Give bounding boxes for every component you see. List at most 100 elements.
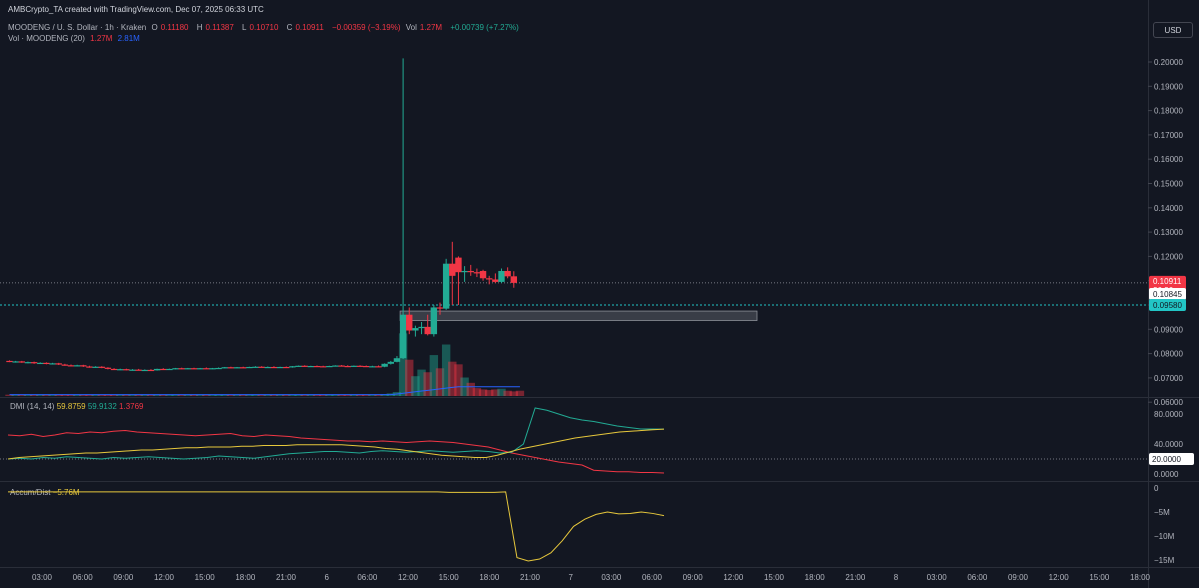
candle-body xyxy=(313,365,321,368)
candle-body xyxy=(406,314,413,331)
time-axis-label: 06:00 xyxy=(642,573,663,582)
candle-body xyxy=(424,326,431,335)
volume-bar xyxy=(103,394,113,396)
candle-body xyxy=(301,365,308,367)
time-axis-label: 15:00 xyxy=(764,573,785,582)
volume-bar xyxy=(300,394,309,396)
volume-bar xyxy=(60,394,70,396)
volume-bar xyxy=(263,394,272,396)
candle-body xyxy=(67,365,75,367)
volume-bar xyxy=(362,394,371,396)
dmi-title[interactable]: DMI (14, 14) xyxy=(10,402,55,411)
last-price-value: 0.10911 xyxy=(1153,277,1182,286)
low-value: 0.10710 xyxy=(249,23,279,32)
volume-ma-value: 2.81M xyxy=(117,34,140,43)
candle-body xyxy=(276,366,284,369)
volume-bar xyxy=(146,394,156,396)
volume-ma-title[interactable]: Vol · MOODENG (20) xyxy=(8,34,85,43)
candle-body xyxy=(455,257,462,273)
price-tick-label: 0.19000 xyxy=(1154,82,1183,91)
volume-bar xyxy=(226,394,236,396)
support-price-tag xyxy=(1149,299,1186,311)
accum-tick-label: −5M xyxy=(1154,508,1170,517)
time-axis-label: 15:00 xyxy=(195,573,216,582)
time-axis-label: 12:00 xyxy=(723,573,744,582)
candle-body xyxy=(221,367,228,369)
volume-bar xyxy=(165,394,174,396)
candle-body xyxy=(110,368,118,371)
volume-bar xyxy=(85,394,94,396)
volume-bar xyxy=(318,394,328,396)
volume-bar xyxy=(29,394,39,396)
volume-bar xyxy=(245,394,254,396)
time-axis-label: 12:00 xyxy=(154,573,175,582)
candle-body xyxy=(418,326,425,329)
candle-body xyxy=(363,365,370,368)
volume-bar xyxy=(331,394,340,396)
dmi-legend[interactable]: DMI (14, 14) 59.8759 59.9132 1.3769 xyxy=(10,402,143,411)
dmi-level-value: 20.0000 xyxy=(1152,455,1181,464)
time-axis-label: 06:00 xyxy=(967,573,988,582)
dmi-adx-line xyxy=(7,428,665,460)
volume-bar xyxy=(515,390,525,396)
volume-value: 1.27M xyxy=(90,34,113,43)
accum-tick-label: −10M xyxy=(1154,532,1175,541)
candle-body xyxy=(233,367,241,369)
volume-bar xyxy=(189,394,199,396)
accum-dist-title[interactable]: Accum/Dist xyxy=(10,488,51,497)
volume-bar xyxy=(220,394,229,396)
volume-bar xyxy=(325,394,334,396)
volume-bar xyxy=(140,394,149,396)
price-tick-label: 0.07000 xyxy=(1154,374,1183,383)
open-value: 0.11180 xyxy=(160,23,189,32)
volume-bar xyxy=(72,394,82,396)
candle-body xyxy=(246,366,253,369)
candle-body xyxy=(369,366,376,368)
dmi-tick-label: 80.0000 xyxy=(1154,410,1183,419)
volume-bar xyxy=(448,361,457,396)
currency-button[interactable]: USD xyxy=(1153,22,1193,38)
volume-bar xyxy=(454,364,463,396)
candle-body xyxy=(498,270,505,282)
volume-bar xyxy=(122,394,131,396)
candle-body xyxy=(295,365,302,367)
candle-body xyxy=(6,360,13,363)
accum-dist-legend[interactable]: Accum/Dist −5.76M xyxy=(10,488,80,497)
volume-bar xyxy=(109,394,119,396)
candle-body xyxy=(184,368,192,370)
candle-body xyxy=(61,364,69,366)
volume-bar xyxy=(343,394,352,396)
price-tick-label: 0.13000 xyxy=(1154,228,1183,237)
vol-change-value: +0.00739 (+7.27%) xyxy=(450,23,519,32)
chart-attribution: AMBCrypto_TA created with TradingView.co… xyxy=(8,5,264,14)
candle-body xyxy=(473,272,481,274)
candle-body xyxy=(307,365,315,368)
open-label: O xyxy=(151,23,158,32)
time-axis-label: 09:00 xyxy=(113,573,134,582)
symbol-legend[interactable]: MOODENG / U. S. Dollar · 1h · Kraken O 0.… xyxy=(8,23,522,32)
volume-legend[interactable]: Vol · MOODENG (20) 1.27M 2.81M xyxy=(8,34,143,43)
change-value: −0.00359 (−3.19%) xyxy=(332,23,401,32)
candle-body xyxy=(486,278,493,280)
volume-bar xyxy=(411,376,420,396)
volume-bar xyxy=(288,394,297,396)
time-axis-label: 21:00 xyxy=(845,573,866,582)
time-axis-label: 09:00 xyxy=(683,573,704,582)
volume-bar xyxy=(251,394,260,396)
candle-body xyxy=(350,365,358,367)
vol-label: Vol xyxy=(405,23,417,32)
symbol-name[interactable]: MOODENG / U. S. Dollar · 1h · Kraken xyxy=(8,23,147,32)
dmi-adx-value: 59.8759 xyxy=(56,402,86,411)
volume-bar xyxy=(312,394,322,396)
time-axis-label: 6 xyxy=(324,573,329,582)
volume-ma-line xyxy=(9,386,520,396)
price-tick-label: 0.08000 xyxy=(1154,350,1183,359)
price-tick-label: 0.09000 xyxy=(1154,325,1183,334)
price-line-tag xyxy=(1149,288,1186,300)
volume-bar xyxy=(306,394,316,396)
volume-bar xyxy=(17,394,26,396)
candle-body xyxy=(319,366,327,368)
price-tick-label: 0.15000 xyxy=(1154,180,1183,189)
candle-body xyxy=(430,307,438,335)
